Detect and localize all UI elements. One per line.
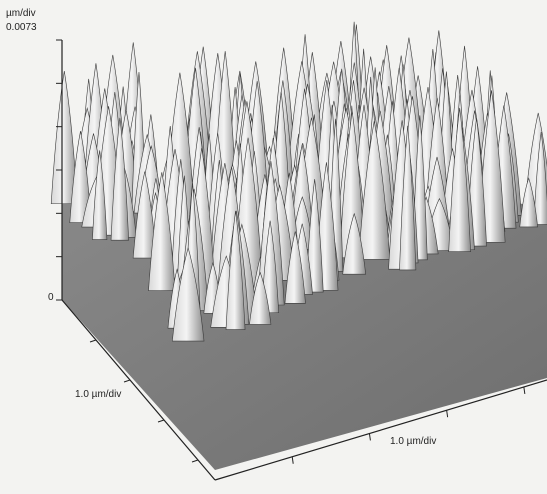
z-min-label: 0 (48, 292, 54, 303)
tick (523, 386, 526, 395)
z-max-label: 0.0073 (6, 22, 37, 33)
spike (305, 179, 324, 293)
front-right-axis (214, 379, 547, 481)
front-left-axis (61, 299, 216, 481)
z-unit: µm/div (6, 8, 36, 19)
tick (368, 433, 371, 441)
tick (157, 419, 165, 423)
axis-ticks (56, 39, 526, 464)
spike (519, 177, 539, 228)
spike (533, 132, 547, 225)
x-axis-label: 1.0 µm/div (75, 389, 121, 400)
tick (191, 459, 199, 463)
tick (446, 410, 449, 418)
tick (123, 379, 131, 383)
spike (284, 231, 306, 304)
spike (50, 70, 78, 205)
spike (261, 220, 280, 314)
spike (249, 271, 272, 325)
surface-spikes (50, 21, 547, 342)
spike (92, 150, 108, 240)
spike (399, 125, 417, 271)
spike (448, 107, 471, 252)
spike (110, 117, 129, 241)
spike (171, 246, 205, 342)
spike (342, 212, 367, 275)
y-axis-label: 1.0 µm/div (390, 436, 436, 447)
tick (291, 456, 294, 464)
spike (148, 172, 176, 291)
tick (89, 339, 97, 343)
spike (225, 210, 246, 330)
spike (358, 121, 391, 260)
